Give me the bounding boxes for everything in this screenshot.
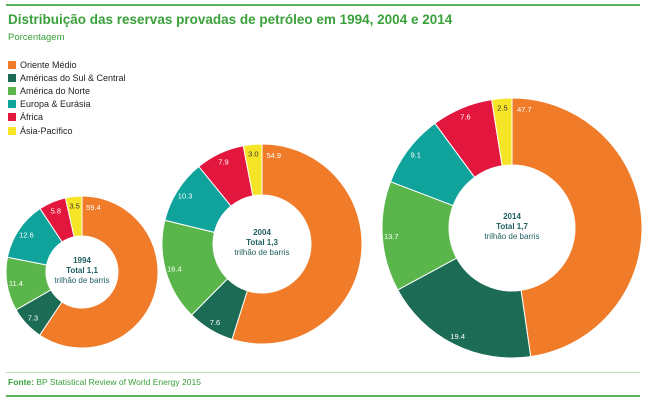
value-label-asia-pacifico-2014: 2.5: [497, 103, 507, 112]
top-rule: [6, 4, 640, 6]
slice-oriente-medio-2014: [511, 97, 643, 358]
bottom-rule: [6, 395, 640, 397]
value-label-europa-eurasia-1994: 12.6: [19, 231, 34, 240]
source-divider: [6, 372, 640, 373]
center-total-1994: Total 1,1: [66, 266, 98, 275]
value-label-oriente-medio-1994: 59.4: [86, 203, 101, 212]
legend-swatch: [8, 60, 16, 69]
legend-swatch: [8, 100, 16, 109]
chart-subtitle: Porcentagem: [8, 32, 65, 43]
legend-label: América do Norte: [20, 85, 91, 96]
chart-title: Distribuição das reservas provadas de pe…: [8, 12, 453, 27]
center-year-2004: 2004: [253, 228, 271, 237]
legend: Oriente Médio Américas do Sul & Central …: [8, 58, 126, 137]
legend-item-americas-sul-central: Américas do Sul & Central: [8, 71, 126, 84]
legend-swatch: [8, 113, 16, 122]
slice-asia-pacifico-2014: [491, 97, 513, 167]
value-label-africa-2014: 7.6: [460, 112, 470, 121]
value-label-africa-1994: 5.8: [51, 206, 61, 215]
legend-item-oriente-medio: Oriente Médio: [8, 58, 126, 71]
center-unit-1994: trilhão de barris: [54, 276, 109, 285]
source-prefix: Fonte:: [8, 377, 34, 387]
center-year-2014: 2014: [503, 212, 521, 221]
legend-item-africa: África: [8, 111, 126, 124]
legend-label: Europa & Eurásia: [20, 99, 91, 110]
slice-asia-pacifico-2004: [242, 143, 263, 197]
value-label-asia-pacifico-2004: 3.0: [248, 149, 258, 158]
legend-swatch: [8, 73, 16, 82]
source-text: BP Statistical Review of World Energy 20…: [36, 377, 201, 387]
value-label-america-norte-1994: 11.4: [9, 279, 23, 288]
legend-label: África: [20, 112, 44, 123]
value-label-oriente-medio-2014: 47.7: [517, 105, 532, 114]
legend-label: Oriente Médio: [20, 59, 77, 70]
legend-swatch: [8, 86, 16, 95]
value-label-america-norte-2014: 13.7: [384, 232, 399, 241]
center-total-2004: Total 1,3: [246, 238, 278, 247]
value-label-americas-sul-central-1994: 7.3: [28, 314, 38, 323]
legend-item-europa-eurasia: Europa & Eurásia: [8, 98, 126, 111]
value-label-america-norte-2004: 16.4: [167, 265, 182, 274]
value-label-africa-2004: 7.9: [218, 158, 228, 167]
slice-asia-pacifico-1994: [64, 195, 83, 238]
value-label-europa-eurasia-2014: 9.1: [410, 151, 420, 160]
slice-oriente-medio-2004: [231, 143, 363, 345]
legend-label: Américas do Sul & Central: [20, 72, 126, 83]
center-total-2014: Total 1,7: [496, 222, 528, 231]
slice-americas-sul-central-2014: [397, 257, 532, 359]
value-label-asia-pacifico-1994: 3.5: [69, 201, 79, 210]
center-unit-2004: trilhão de barris: [234, 248, 289, 257]
value-label-oriente-medio-2004: 54.9: [266, 151, 281, 160]
center-unit-2014: trilhão de barris: [484, 232, 539, 241]
legend-swatch: [8, 126, 16, 135]
value-label-americas-sul-central-2014: 19.4: [450, 332, 465, 341]
value-label-europa-eurasia-2004: 10.3: [178, 191, 193, 200]
slice-oriente-medio-1994: [38, 195, 159, 349]
legend-item-america-norte: América do Norte: [8, 84, 126, 97]
legend-item-asia-pacifico: Ásia-Pacífico: [8, 124, 126, 137]
source-note: Fonte: BP Statistical Review of World En…: [8, 377, 201, 387]
center-year-1994: 1994: [73, 256, 91, 265]
value-label-americas-sul-central-2004: 7.6: [210, 318, 220, 327]
legend-label: Ásia-Pacífico: [20, 125, 73, 136]
